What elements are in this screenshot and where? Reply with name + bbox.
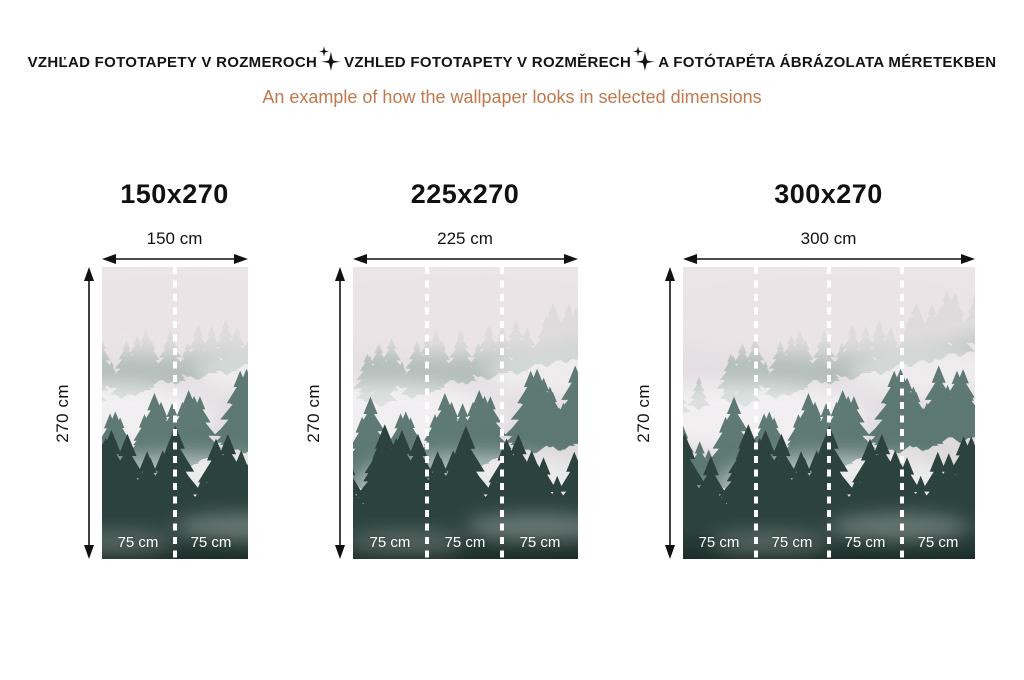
dimension-panel: 225x270 225 cm 270 cm 75 cm 75 cm 75 cm [301,179,578,559]
sparkle-icon [633,46,656,71]
width-arrow-icon [352,254,578,264]
panel-divider-dashed-line [500,267,505,559]
width-arrow-icon [101,254,248,264]
height-label-wrap: 270 cm [631,267,657,559]
height-label-wrap: 270 cm [50,267,76,559]
wallpaper-preview: 75 cm 75 cm [101,267,248,559]
segment-width-label: 75 cm [369,534,411,551]
panel-divider-dashed-line [425,267,430,559]
segment-width-label: 75 cm [519,534,561,551]
height-label: 270 cm [633,383,653,443]
width-label: 225 cm [437,228,493,248]
dimension-panel: 150x270 150 cm 270 cm 75 cm 75 cm [50,179,248,559]
panel-divider-dashed-line [753,267,758,559]
segment-width-label: 75 cm [771,534,813,551]
subtitle: An example of how the wallpaper looks in… [262,87,762,107]
sparkle-icon [319,46,342,71]
height-label: 270 cm [52,383,72,443]
segment-width-label: 75 cm [190,534,232,551]
wallpaper-preview: 75 cm 75 cm 75 cm 75 cm [682,267,975,559]
segment-width-label: 75 cm [917,534,959,551]
height-label-wrap: 270 cm [301,267,327,559]
foggy-forest-image [352,267,578,559]
multilingual-title: VZHĽAD FOTOTAPETY V ROZMEROCH VZHLED FOT… [0,46,1024,75]
title-hu: A FOTÓTAPÉTA ÁBRÁZOLATA MÉRETEKBEN [658,54,997,71]
panel-divider-dashed-line [826,267,831,559]
header: VZHĽAD FOTOTAPETY V ROZMEROCH VZHLED FOT… [0,0,1024,109]
height-arrow-icon [664,267,675,559]
segment-width-label: 75 cm [698,534,740,551]
width-arrow-icon [682,254,975,264]
panel-divider-dashed-line [172,267,177,559]
wallpaper-preview: 75 cm 75 cm 75 cm [352,267,578,559]
panel-title: 150x270 [120,179,229,209]
height-arrow-icon [334,267,345,559]
title-sk: VZHĽAD FOTOTAPETY V ROZMEROCH [27,54,318,71]
segment-width-label: 75 cm [117,534,159,551]
height-arrow-icon [83,267,94,559]
title-cz: VZHLED FOTOTAPETY V ROZMĚRECH [344,54,632,71]
dimension-panel: 300x270 300 cm 270 cm 75 cm 75 cm 75 cm 75 … [631,179,975,559]
width-label: 150 cm [146,228,203,248]
panel-divider-dashed-line [899,267,904,559]
segment-width-label: 75 cm [444,534,486,551]
panel-title: 225x270 [410,179,520,209]
height-label: 270 cm [303,383,323,443]
panel-title: 300x270 [774,179,883,209]
width-label: 300 cm [800,228,857,248]
segment-width-label: 75 cm [844,534,886,551]
dimension-panels: 150x270 150 cm 270 cm 75 cm 75 cm 225x270… [0,179,1024,559]
